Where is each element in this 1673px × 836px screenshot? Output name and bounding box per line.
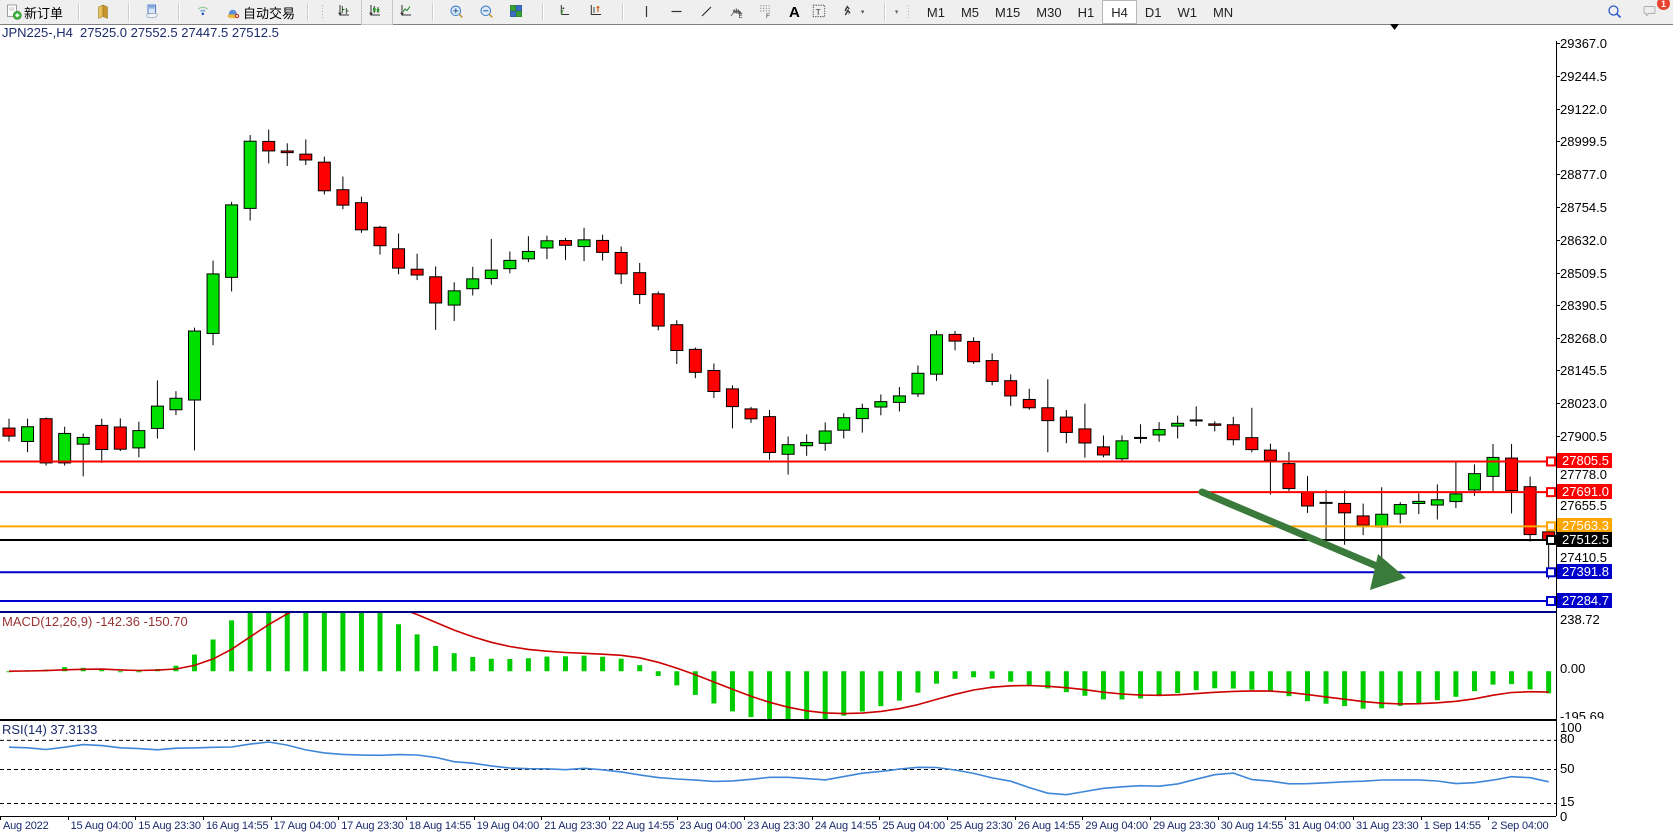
svg-text:F: F — [766, 13, 770, 20]
svg-text:E: E — [739, 14, 743, 20]
svg-text:T: T — [816, 8, 821, 17]
